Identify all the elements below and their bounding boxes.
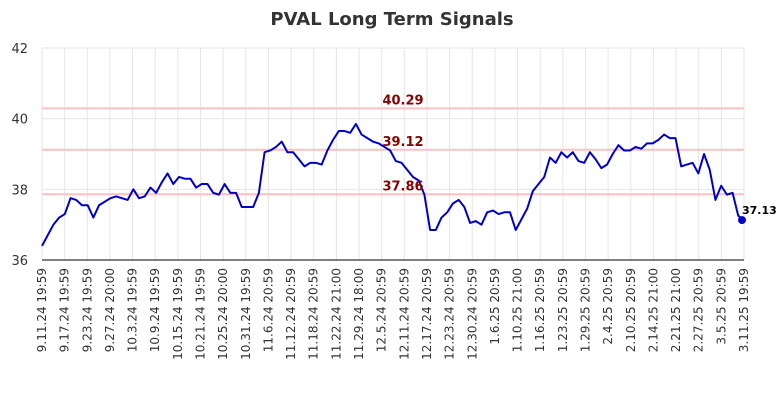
x-tick-label: 9.27.24 20:00 [103, 268, 117, 352]
signal-line-label: 37.86 [382, 179, 423, 194]
x-tick-label: 10.31.24 19:59 [239, 268, 253, 360]
signal-line-label: 39.12 [382, 135, 423, 150]
x-tick-label: 2.14.25 21:00 [646, 268, 660, 352]
x-tick-label: 9.11.24 19:59 [35, 268, 49, 352]
x-tick-label: 3.5.25 20:59 [714, 268, 728, 345]
y-tick-label: 40 [11, 113, 28, 128]
x-tick-label: 12.11.24 20:59 [397, 268, 411, 360]
x-tick-label: 9.17.24 19:59 [58, 268, 72, 352]
x-tick-label: 2.4.25 20:59 [601, 268, 615, 345]
x-tick-label: 10.21.24 19:59 [194, 268, 208, 360]
x-tick-label: 2.21.25 21:00 [669, 268, 683, 352]
signal-line-label: 40.29 [382, 93, 423, 108]
x-tick-label: 10.15.24 19:59 [171, 268, 185, 360]
x-tick-label: 1.23.25 20:59 [556, 268, 570, 352]
x-tick-label: 1.16.25 20:59 [533, 268, 547, 352]
x-tick-label: 1.29.25 20:59 [578, 268, 592, 352]
x-tick-label: 12.5.24 20:59 [375, 268, 389, 352]
x-tick-label: 2.27.25 20:59 [692, 268, 706, 352]
last-price-marker [738, 216, 746, 225]
y-tick-label: 36 [11, 254, 28, 269]
x-tick-label: 9.23.24 19:59 [80, 268, 94, 352]
x-tick-label: 10.9.24 19:59 [148, 268, 162, 352]
x-tick-label: 1.10.25 21:00 [511, 268, 525, 352]
x-tick-label: 11.12.24 20:59 [284, 268, 298, 360]
x-tick-label: 11.6.24 20:59 [261, 268, 275, 352]
x-tick-label: 11.22.24 21:00 [329, 268, 343, 360]
axes: 36 38 40 42 9.11.24 19:59 9.17.24 19:59 9.23.2… [11, 42, 751, 360]
x-tick-label: 10.3.24 19:59 [126, 268, 140, 352]
x-tick-label: 12.23.24 20:59 [443, 268, 457, 360]
x-tick-label: 2.10.25 20:59 [624, 268, 638, 352]
price-line [41, 122, 745, 247]
series [41, 122, 746, 247]
x-tick-label: 12.17.24 20:59 [420, 268, 434, 360]
x-tick-label: 12.30.24 20:59 [465, 268, 479, 360]
x-tick-label: 1.6.25 20:59 [488, 268, 502, 345]
y-tick-label: 42 [11, 42, 28, 57]
x-tick-label: 11.18.24 20:59 [307, 268, 321, 360]
x-tick-label: 10.25.24 20:00 [216, 268, 230, 360]
last-price-label: 37.13 [742, 204, 777, 217]
y-tick-label: 38 [11, 183, 28, 198]
x-tick-label: 11.29.24 18:00 [352, 268, 366, 360]
x-tick-label: 3.11.25 19:59 [737, 268, 751, 352]
labels: 40.29 39.12 37.86 37.13 [382, 93, 776, 217]
chart-title: PVAL Long Term Signals [270, 9, 513, 30]
grid [41, 47, 745, 261]
